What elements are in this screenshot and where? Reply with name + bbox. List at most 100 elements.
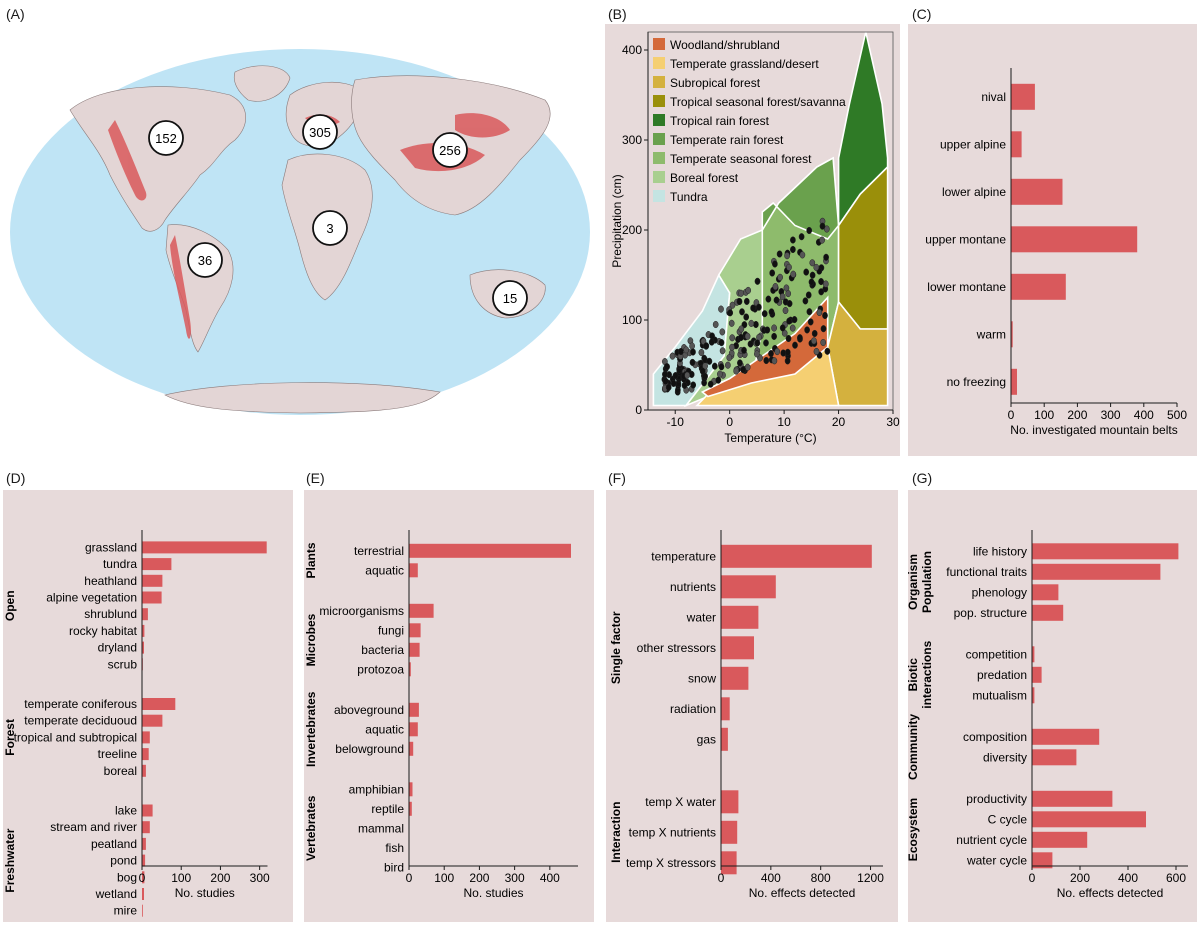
site-point	[824, 347, 831, 355]
category-label-pop-structure: pop. structure	[954, 606, 1028, 620]
bar-temp-x-nutrients	[721, 820, 738, 844]
category-label-upper-montane: upper montane	[925, 232, 1006, 246]
bar-pop-structure	[1032, 604, 1064, 621]
site-point	[678, 347, 684, 356]
site-point	[745, 286, 752, 294]
site-point	[750, 304, 756, 312]
bar-productivity	[1032, 790, 1113, 807]
bar-competition	[1032, 646, 1035, 663]
y-axis-title: Precipitation (cm)	[610, 174, 624, 267]
category-label-microorganisms: microorganisms	[319, 604, 404, 618]
category-label-water: water	[686, 610, 716, 624]
site-point	[820, 325, 827, 333]
bubble-label-australia: 15	[503, 291, 517, 306]
site-point	[771, 324, 777, 332]
x-axis-title: No. studies	[463, 886, 523, 900]
site-point	[743, 297, 750, 305]
bar-grassland	[142, 541, 267, 554]
category-label-stream-and-river: stream and river	[50, 820, 137, 834]
legend-swatch-tropical-rain-forest	[653, 114, 665, 126]
site-point	[738, 333, 744, 342]
site-point	[683, 346, 690, 354]
bubble-label-europe: 305	[309, 125, 331, 140]
site-point	[763, 339, 769, 347]
legend-label-tropical-seasonal-forest-savanna: Tropical seasonal forest/savanna	[670, 95, 846, 109]
site-point	[773, 296, 780, 304]
category-label-water-cycle: water cycle	[966, 853, 1027, 867]
bar-microorganisms	[409, 603, 434, 618]
category-label-peatland: peatland	[91, 837, 137, 851]
site-point	[719, 328, 726, 336]
site-point	[689, 358, 696, 366]
site-point	[822, 280, 829, 288]
panel-label-g: (G)	[912, 470, 933, 486]
x-tick-label: 400	[1134, 408, 1154, 422]
category-label-boreal: boreal	[104, 764, 137, 778]
bar-aboveground	[409, 702, 419, 717]
site-point	[785, 334, 792, 343]
site-point	[790, 236, 796, 244]
site-point	[738, 325, 745, 333]
category-label-fungi: fungi	[378, 623, 404, 637]
site-point	[741, 346, 747, 354]
legend-label-tropical-rain-forest: Tropical rain forest	[670, 114, 770, 128]
category-label-tropical-and-subtropical: tropical and subtropical	[14, 730, 137, 744]
axes	[408, 530, 578, 870]
site-point	[779, 324, 786, 332]
panel-g-background	[908, 490, 1197, 922]
y-tick-label: 400	[622, 43, 642, 57]
category-label-pond: pond	[110, 854, 137, 868]
site-point	[809, 271, 816, 279]
category-label-temperate-deciduoud: temperate deciduoud	[24, 714, 137, 728]
x-tick-label: 300	[250, 871, 270, 885]
x-tick-label: 0	[406, 871, 413, 885]
axes	[644, 32, 894, 414]
site-point	[790, 245, 796, 254]
x-tick-label: 300	[1101, 408, 1121, 422]
site-point	[813, 347, 820, 356]
site-point	[748, 319, 755, 327]
site-point	[712, 320, 719, 329]
site-point	[822, 311, 828, 320]
category-label-scrub: scrub	[108, 657, 138, 671]
category-label-no-freezing: no freezing	[947, 375, 1006, 389]
x-tick-label: 500	[1167, 408, 1187, 422]
site-point	[702, 372, 708, 380]
site-point	[718, 305, 724, 313]
site-point	[669, 352, 676, 360]
bar-lake	[142, 804, 153, 817]
group-label-organism-population-2: Population	[920, 551, 934, 613]
site-point	[754, 350, 760, 358]
site-point	[804, 326, 810, 334]
category-label-lake: lake	[115, 803, 137, 817]
x-tick-label: 1200	[857, 871, 884, 885]
category-label-nutrient-cycle: nutrient cycle	[956, 833, 1027, 847]
site-point	[799, 251, 806, 259]
legend-label-temperate-seasonal-forest: Temperate seasonal forest	[670, 152, 812, 166]
bar-functional-traits	[1032, 563, 1161, 580]
category-label-temp-x-water: temp X water	[645, 795, 716, 809]
world-map: 152 305 256 3 36 15	[10, 49, 590, 415]
bubble-east-asia	[432, 132, 468, 168]
site-point	[665, 383, 672, 391]
site-point	[819, 222, 826, 230]
bar-reptile	[409, 801, 412, 816]
site-point	[769, 269, 776, 277]
site-point	[786, 317, 792, 325]
site-point	[725, 361, 731, 369]
bar-protozoa	[409, 662, 411, 677]
x-tick-label: 300	[505, 871, 525, 885]
site-point	[711, 362, 718, 370]
legend-swatch-temperate-rain-forest	[653, 133, 665, 145]
y-tick-label: 200	[622, 223, 642, 237]
category-label-phenology: phenology	[972, 585, 1027, 599]
panel-label-d: (D)	[6, 470, 26, 486]
category-label-bacteria: bacteria	[361, 643, 404, 657]
category-label-grassland: grassland	[85, 540, 137, 554]
site-point	[805, 291, 812, 299]
x-tick-label: 10	[777, 415, 791, 429]
group-label-open: Open	[3, 590, 17, 621]
site-point	[807, 318, 814, 326]
category-label-belowground: belowground	[335, 742, 404, 756]
